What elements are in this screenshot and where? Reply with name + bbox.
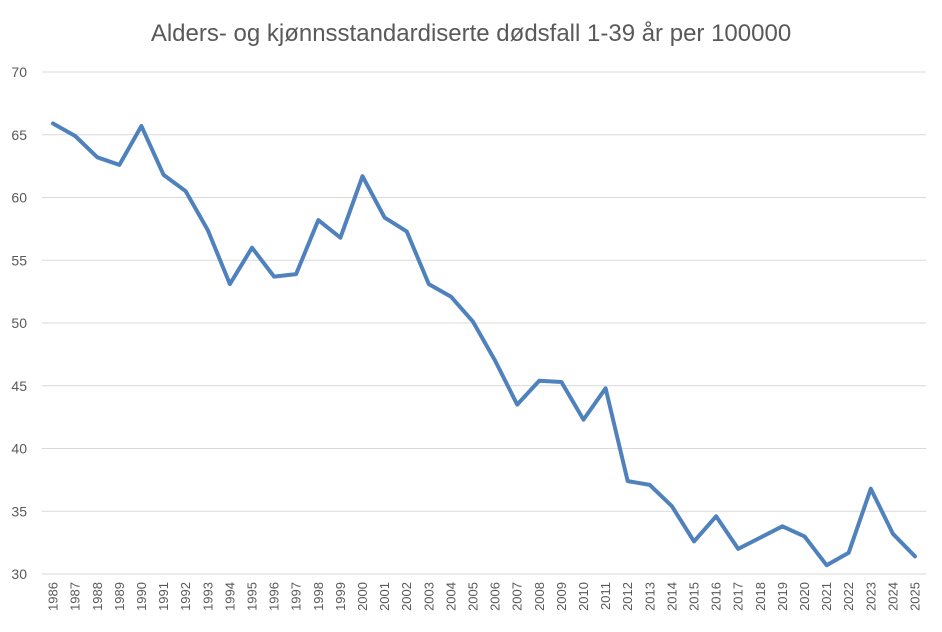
x-tick-label: 2001	[377, 582, 392, 611]
chart-title: Alders- og kjønnsstandardiserte dødsfall…	[151, 20, 791, 47]
x-tick-label: 2011	[598, 582, 613, 610]
x-tick-label: 1994	[222, 582, 237, 611]
x-tick-label: 1989	[112, 582, 127, 611]
y-tick-label: 55	[11, 252, 27, 268]
y-tick-label: 40	[11, 441, 27, 457]
x-tick-label: 2005	[465, 582, 480, 611]
x-tick-label: 1995	[244, 582, 259, 611]
x-tick-label: 2015	[686, 582, 701, 611]
x-tick-label: 2013	[642, 582, 657, 611]
x-tick-label: 2007	[510, 582, 525, 611]
y-axis: 30 35 40 45 50 55 60 65 70	[11, 64, 27, 582]
x-tick-label: 2021	[819, 582, 834, 611]
plot-area	[51, 121, 917, 568]
y-tick-label: 65	[11, 127, 27, 143]
x-tick-label: 2017	[731, 582, 746, 611]
y-tick-label: 50	[11, 315, 27, 331]
x-tick-label: 1991	[156, 582, 171, 611]
x-axis: 1986 1987 1988 1989 1990 1991 1992 1993 1994 1995…	[46, 582, 923, 611]
y-tick-label: 35	[11, 503, 27, 519]
x-tick-label: 1988	[90, 582, 105, 611]
x-tick-label: 2018	[753, 582, 768, 611]
y-tick-label: 60	[11, 190, 27, 206]
x-tick-label: 2000	[355, 582, 370, 611]
y-tick-label: 45	[11, 378, 27, 394]
x-tick-label: 2023	[863, 582, 878, 611]
x-tick-label: 2009	[554, 582, 569, 611]
y-tick-label: 70	[11, 64, 27, 80]
x-tick-label: 2019	[775, 582, 790, 611]
x-tick-label: 2014	[664, 582, 679, 611]
x-tick-label: 2016	[709, 582, 724, 611]
x-tick-label: 2024	[885, 582, 900, 611]
y-tick-label: 30	[11, 566, 27, 582]
x-tick-label: 1997	[289, 582, 304, 611]
x-tick-label: 1998	[311, 582, 326, 611]
gridlines	[42, 71, 926, 575]
x-tick-label: 1987	[68, 582, 83, 611]
x-tick-label: 2002	[399, 582, 414, 611]
series-line	[51, 121, 917, 568]
x-tick-label: 1992	[178, 582, 193, 611]
x-tick-label: 2003	[421, 582, 436, 611]
x-tick-label: 2012	[620, 582, 635, 611]
x-tick-label: 2004	[443, 582, 458, 611]
x-tick-label: 2008	[532, 582, 547, 611]
x-tick-label: 1996	[267, 582, 282, 611]
x-tick-label: 1993	[200, 582, 215, 611]
x-tick-label: 2006	[488, 582, 503, 611]
x-tick-label: 1999	[333, 582, 348, 611]
x-tick-label: 2020	[797, 582, 812, 611]
x-tick-label: 1990	[134, 582, 149, 611]
x-tick-label: 2025	[907, 582, 922, 611]
x-tick-label: 2010	[576, 582, 591, 611]
x-tick-label: 2022	[841, 582, 856, 611]
x-tick-label: 1986	[46, 582, 61, 611]
